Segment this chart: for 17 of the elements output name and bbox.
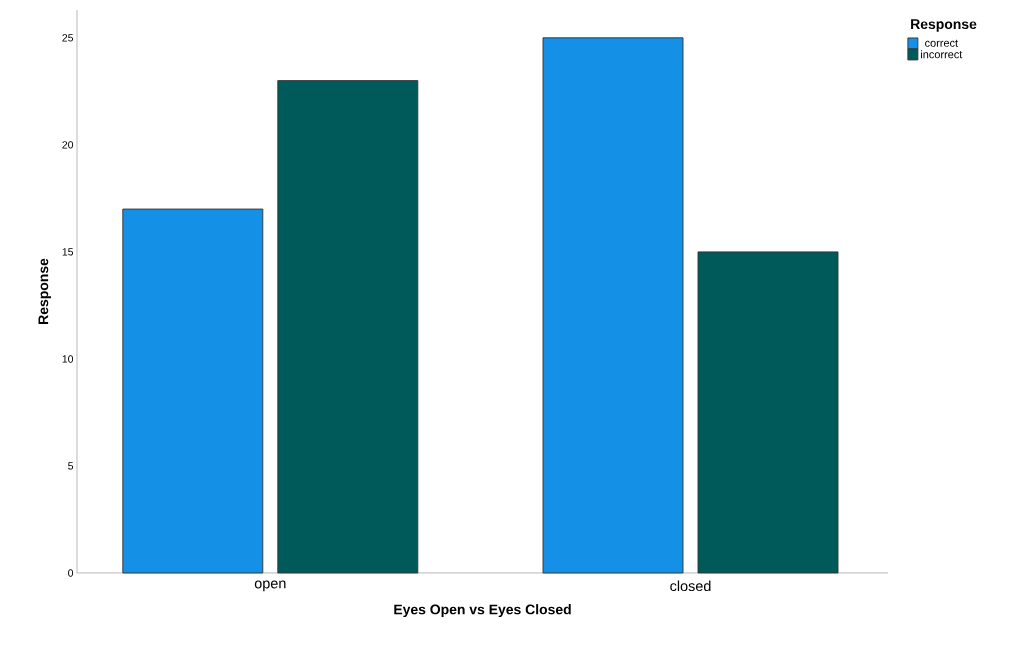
bar — [277, 80, 419, 574]
y-tick-label: 15 — [62, 248, 74, 256]
legend-title: Response — [911, 19, 977, 32]
bar — [542, 37, 684, 574]
y-tick-label: 20 — [62, 141, 74, 149]
legend-label: correct — [925, 39, 958, 47]
y-tick-label: 5 — [68, 462, 74, 470]
y-tick-label: 10 — [62, 355, 74, 363]
y-axis-title: Response — [38, 258, 52, 324]
x-axis-title: Eyes Open vs Eyes Closed — [394, 604, 571, 618]
x-tick-label: open — [254, 580, 286, 592]
bar — [697, 251, 839, 574]
y-tick-label: 25 — [62, 34, 74, 42]
y-tick-label: 0 — [68, 569, 74, 577]
bar — [122, 208, 264, 574]
x-tick-label: closed — [670, 580, 711, 592]
legend-label: incorrect — [921, 50, 963, 59]
